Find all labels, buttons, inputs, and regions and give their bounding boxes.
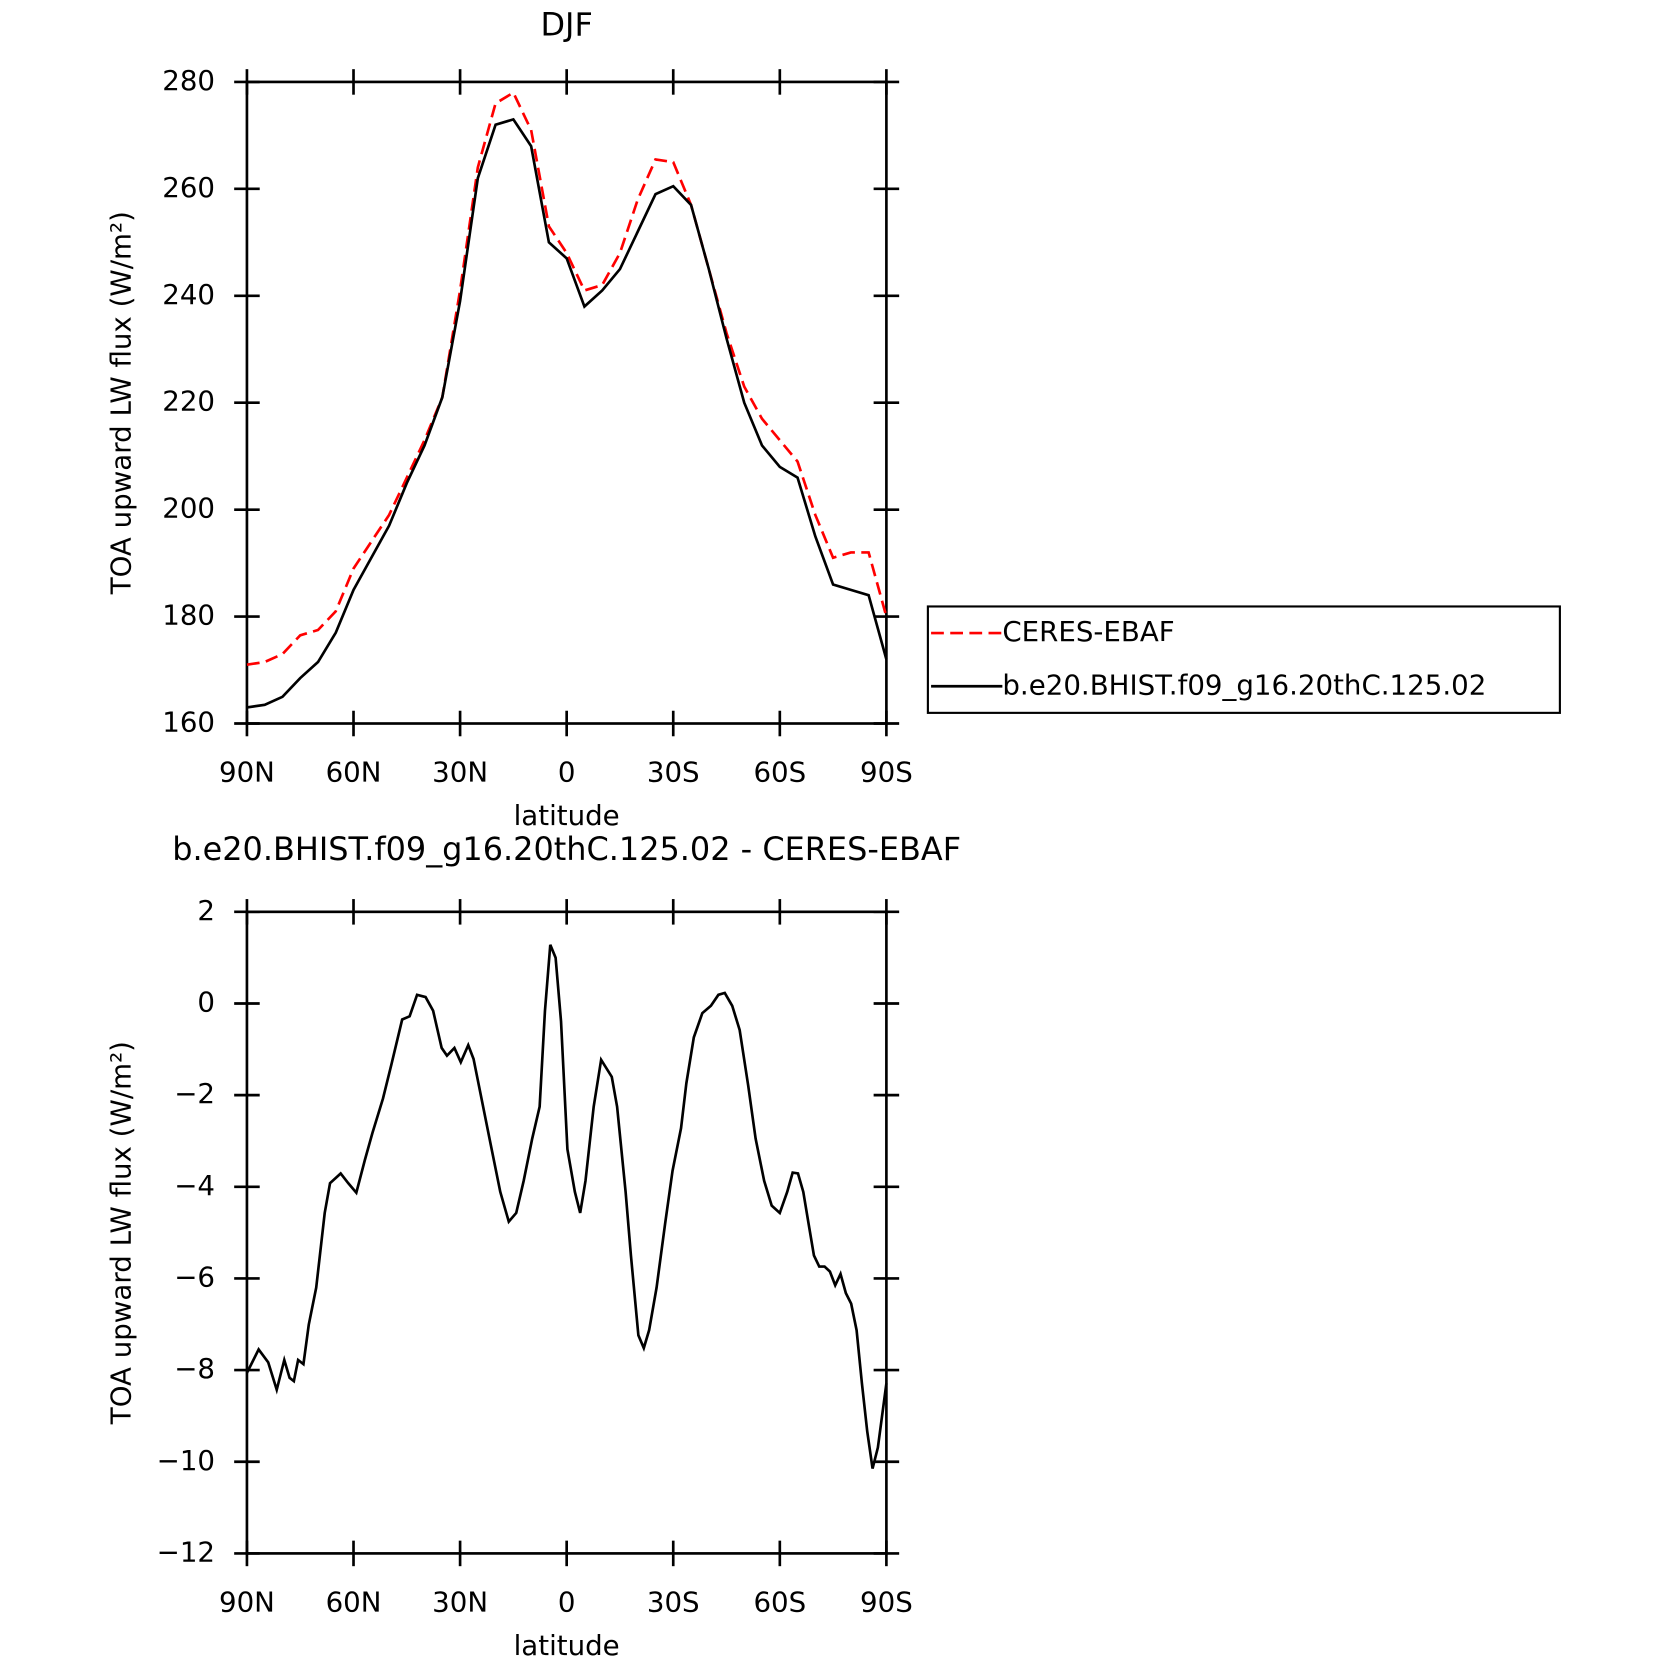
x-tick-label: 30S xyxy=(647,1585,700,1618)
y-tick-label: −6 xyxy=(174,1260,215,1293)
x-tick-label: 90S xyxy=(860,756,913,789)
y-tick-label: 2 xyxy=(197,894,215,927)
x-tick-label: 30S xyxy=(647,756,700,789)
plot-frame xyxy=(245,910,888,1555)
y-tick-label: 160 xyxy=(162,706,215,739)
data-line xyxy=(246,90,888,666)
y-tick-label: −4 xyxy=(174,1169,215,1202)
data-line xyxy=(245,944,888,1469)
data-line xyxy=(246,117,888,709)
x-tick-label: 60N xyxy=(326,1585,382,1618)
y-tick-label: −10 xyxy=(157,1444,215,1477)
x-tick-label: 90N xyxy=(219,756,275,789)
y-tick-label: 220 xyxy=(162,385,215,418)
y-tick-label: −2 xyxy=(174,1077,215,1110)
x-axis-label: latitude xyxy=(514,799,620,832)
legend-label: CERES-EBAF xyxy=(1002,615,1174,648)
x-tick-label: 0 xyxy=(558,756,576,789)
y-tick-label: −8 xyxy=(174,1352,215,1385)
x-tick-label: 90N xyxy=(219,1585,275,1618)
y-tick-label: 280 xyxy=(162,64,215,97)
y-tick-label: 260 xyxy=(162,171,215,204)
x-axis-label: latitude xyxy=(514,1629,620,1662)
x-tick-label: 60S xyxy=(753,756,806,789)
y-tick-label: −12 xyxy=(157,1535,215,1568)
chart-title: b.e20.BHIST.f09_g16.20thC.125.02 - CERES… xyxy=(172,830,961,868)
legend-label: b.e20.BHIST.f09_g16.20thC.125.02 xyxy=(1002,668,1486,701)
x-tick-label: 90S xyxy=(860,1585,913,1618)
legend-box xyxy=(926,605,1561,714)
plot-frame xyxy=(245,80,888,725)
y-tick-label: 200 xyxy=(162,492,215,525)
y-tick-label: 0 xyxy=(197,985,215,1018)
chart-title: DJF xyxy=(540,6,592,44)
x-tick-label: 30N xyxy=(432,756,488,789)
y-tick-label: 240 xyxy=(162,278,215,311)
x-tick-label: 30N xyxy=(432,1585,488,1618)
y-axis-label: TOA upward LW flux (W/m²) xyxy=(104,211,137,595)
x-tick-label: 60N xyxy=(326,756,382,789)
y-tick-label: 180 xyxy=(162,599,215,632)
y-axis-label: TOA upward LW flux (W/m²) xyxy=(104,1041,137,1425)
x-tick-label: 0 xyxy=(558,1585,576,1618)
x-tick-label: 60S xyxy=(753,1585,806,1618)
